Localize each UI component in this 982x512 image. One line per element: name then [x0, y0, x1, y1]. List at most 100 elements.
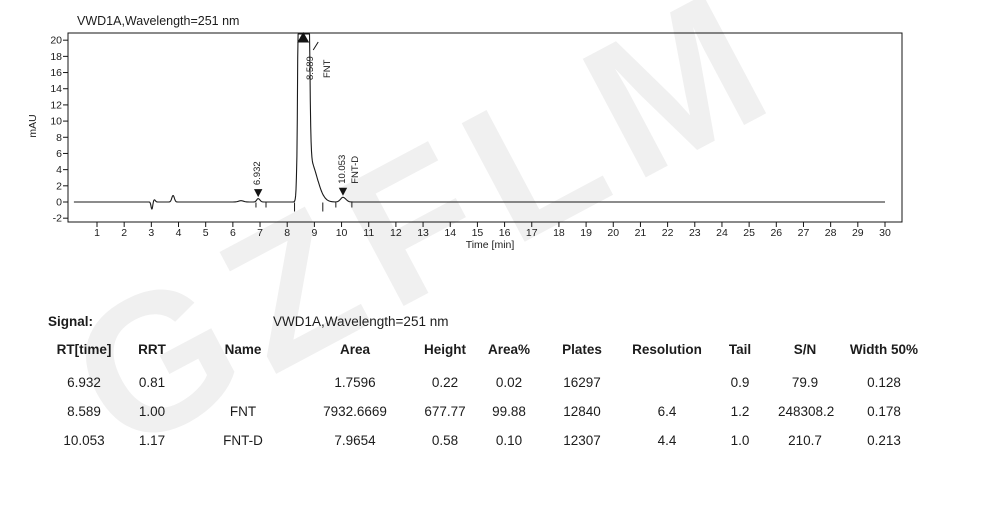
y-tick-label: 8 [56, 132, 62, 144]
y-tick-label: 0 [56, 197, 62, 209]
table-cell: FNT-D [223, 433, 263, 448]
x-tick-label: 23 [689, 227, 701, 239]
table-cell: 1.17 [138, 433, 166, 448]
table-cell: 79.9 [791, 375, 819, 390]
column-header: Plates [562, 341, 602, 357]
x-tick-label: 20 [607, 227, 619, 239]
x-tick-label: 9 [311, 227, 317, 239]
x-tick-label: 22 [662, 227, 674, 239]
table-cell: 4.4 [657, 433, 677, 448]
chart-title: VWD1A,Wavelength=251 nm [77, 14, 239, 28]
table-cell: 8.589 [67, 404, 101, 419]
table-row: 8.589 1.00 FNT 7932.6669 677.77 99.88 12840 6.4… [44, 397, 936, 426]
table-cell: 248308.2 [778, 404, 835, 419]
x-tick-label: 19 [580, 227, 592, 239]
column-header: Width 50% [849, 341, 919, 357]
table-cell: 1.7596 [334, 375, 376, 390]
peak-apex-marker-up [297, 32, 310, 43]
x-tick-label: 3 [148, 227, 154, 239]
x-tick-label: 6 [230, 227, 236, 239]
x-tick-label: 25 [743, 227, 755, 239]
x-tick-label: 21 [635, 227, 647, 239]
y-tick-label: 2 [56, 180, 62, 192]
y-tick-label: -2 [53, 213, 62, 225]
x-tick-label: 12 [390, 227, 402, 239]
x-tick-label: 24 [716, 227, 728, 239]
peak-results-table: RT[time] RRT Name Area Height Area% Plates Reso… [44, 338, 936, 455]
table-cell: 6.4 [657, 404, 677, 419]
x-tick-label: 1 [94, 227, 100, 239]
table-cell: 0.10 [495, 433, 523, 448]
peak-apex-marker-down [338, 187, 348, 196]
chromatogram-section: VWD1A,Wavelength=251 nm mAU Time [min] 1 2 3 4… [27, 14, 903, 251]
plot-border [67, 32, 903, 223]
x-tick-label: 14 [444, 227, 456, 239]
signal-value: VWD1A,Wavelength=251 nm [273, 314, 449, 329]
y-tick-label: 6 [56, 148, 62, 160]
table-row: 10.053 1.17 FNT-D 7.9654 0.58 0.10 12307 4.4 1.0… [44, 426, 936, 455]
x-tick-label: 7 [257, 227, 263, 239]
y-tick-label: 10 [50, 116, 62, 128]
y-tick-label: 12 [50, 99, 62, 111]
table-cell: 0.213 [867, 433, 901, 448]
y-tick-label: 20 [50, 35, 62, 47]
x-tick-label: 13 [417, 227, 429, 239]
column-header: Name [224, 341, 262, 357]
signal-label: Signal: [48, 314, 94, 329]
x-tick-label: 4 [176, 227, 182, 239]
peak-label-leader [312, 41, 319, 51]
x-tick-label: 27 [798, 227, 810, 239]
table-cell: 0.02 [495, 375, 523, 390]
column-header: RRT [138, 341, 166, 357]
peak-rt-label: 10.053 [337, 155, 348, 184]
table-cell: 210.7 [788, 433, 822, 448]
peak-rt-label: 8.589 [305, 56, 316, 80]
x-tick-label: 18 [553, 227, 565, 239]
table-cell: 99.88 [492, 404, 526, 419]
x-tick-label: 28 [825, 227, 837, 239]
table-cell: FNT [229, 404, 257, 419]
x-tick-label: 17 [526, 227, 538, 239]
table-cell: 6.932 [67, 375, 101, 390]
x-axis-title: Time [min] [466, 239, 515, 251]
table-cell: 0.178 [867, 404, 901, 419]
column-header: RT[time] [56, 341, 112, 357]
peak-rt-label: 6.932 [252, 161, 263, 185]
table-cell: 7.9654 [334, 433, 376, 448]
table-cell: 1.00 [138, 404, 166, 419]
trace-curve [73, 33, 886, 210]
y-tick-label: 4 [56, 164, 62, 176]
column-header: Area% [487, 341, 531, 357]
column-header: Height [424, 341, 466, 357]
y-tick-label: 16 [50, 67, 62, 79]
y-tick-label: 14 [50, 83, 62, 95]
x-tick-label: 5 [203, 227, 209, 239]
x-tick-label: 29 [852, 227, 864, 239]
peak-name-label: FNT [322, 59, 333, 78]
table-header-row: RT[time] RRT Name Area Height Area% Plates Reso… [44, 338, 936, 360]
column-header: Area [339, 341, 371, 357]
x-tick-label: 26 [770, 227, 782, 239]
table-cell: 677.77 [424, 404, 466, 419]
peak-name-label: FNT-D [350, 156, 361, 184]
table-cell: 0.9 [730, 375, 750, 390]
table-cell: 1.0 [730, 433, 750, 448]
x-tick-label: 16 [499, 227, 511, 239]
y-axis-title: mAU [27, 114, 39, 137]
x-tick-label: 11 [363, 227, 374, 239]
x-tick-label: 2 [121, 227, 127, 239]
table-cell: 0.81 [138, 375, 166, 390]
peak-apex-marker-down [253, 189, 263, 198]
y-tick-label: 18 [50, 51, 62, 63]
table-cell: 12307 [563, 433, 601, 448]
column-header: Resolution [632, 341, 702, 357]
table-cell: 7932.6669 [323, 404, 387, 419]
table-cell: 10.053 [63, 433, 105, 448]
column-header: S/N [793, 341, 817, 357]
x-tick-label: 10 [336, 227, 348, 239]
x-tick-label: 15 [472, 227, 484, 239]
table-cell: 0.128 [867, 375, 901, 390]
x-tick-label: 30 [879, 227, 891, 239]
